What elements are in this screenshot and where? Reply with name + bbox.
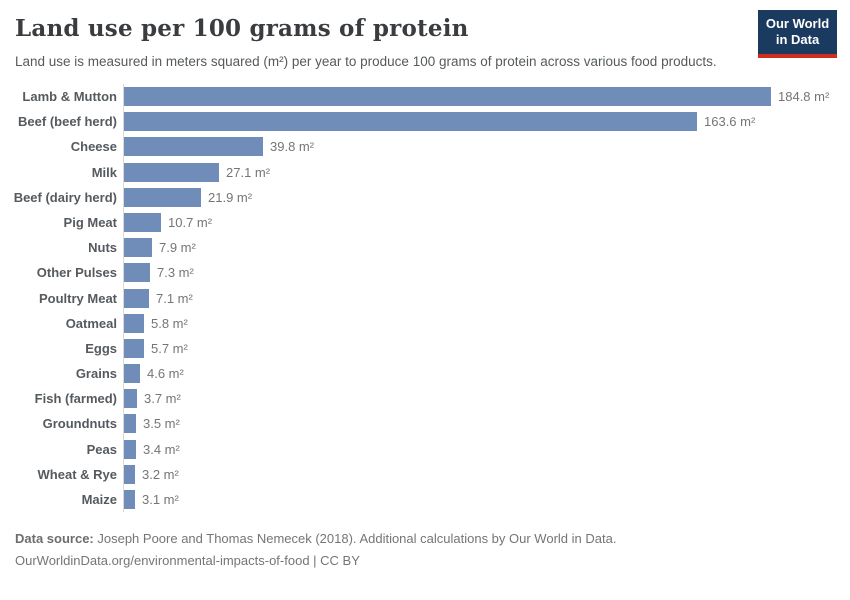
bar[interactable]	[124, 288, 149, 308]
bar-chart: Lamb & Mutton 184.8 m² Beef (beef herd) …	[0, 83, 850, 513]
chart-row: Nuts 7.9 m²	[0, 235, 850, 261]
chart-row: Fish (farmed) 3.7 m²	[0, 386, 850, 412]
category-label: Cheese	[70, 139, 117, 155]
chart-header: Land use per 100 grams of protein Land u…	[0, 0, 850, 73]
category-label: Oatmeal	[65, 315, 117, 331]
bar-value-label: 21.9 m²	[208, 189, 253, 205]
bar[interactable]	[124, 439, 136, 459]
bar[interactable]	[124, 212, 161, 232]
category-label: Beef (beef herd)	[18, 114, 117, 130]
bar-value-label: 7.9 m²	[159, 240, 196, 256]
chart-row: Peas 3.4 m²	[0, 436, 850, 462]
bar-value-label: 27.1 m²	[226, 164, 271, 180]
bar-track: 7.3 m²	[123, 260, 850, 286]
category-label: Wheat & Rye	[37, 466, 117, 482]
bar-track: 21.9 m²	[123, 184, 850, 210]
bar-value-label: 4.6 m²	[147, 366, 184, 382]
owid-logo-line1: Our World	[765, 16, 830, 31]
category-label: Milk	[91, 164, 117, 180]
chart-row: Groundnuts 3.5 m²	[0, 411, 850, 437]
chart-row: Wheat & Rye 3.2 m²	[0, 461, 850, 487]
bar-track: 7.1 m²	[123, 285, 850, 311]
data-source-label: Data source:	[15, 531, 94, 547]
bar[interactable]	[124, 87, 771, 107]
chart-row: Beef (beef herd) 163.6 m²	[0, 109, 850, 135]
chart-subtitle: Land use is measured in meters squared (…	[15, 54, 717, 69]
chart-row: Maize 3.1 m²	[0, 486, 850, 513]
bar-track: 184.8 m²	[123, 83, 850, 110]
data-source-line: Data source: Joseph Poore and Thomas Nem…	[15, 528, 835, 550]
data-source-text: Joseph Poore and Thomas Nemecek (2018). …	[93, 531, 617, 547]
chart-row: Beef (dairy herd) 21.9 m²	[0, 184, 850, 210]
bar-value-label: 3.5 m²	[143, 416, 180, 432]
chart-row: Lamb & Mutton 184.8 m²	[0, 83, 850, 110]
chart-row: Grains 4.6 m²	[0, 360, 850, 387]
category-label: Pig Meat	[63, 214, 117, 230]
bar[interactable]	[124, 464, 135, 484]
bar-track: 7.9 m²	[123, 235, 850, 261]
bar[interactable]	[124, 490, 135, 510]
bar[interactable]	[124, 313, 144, 333]
bar[interactable]	[124, 238, 152, 258]
owid-logo-line2: in Data	[775, 32, 820, 48]
owid-url-link[interactable]: OurWorldinData.org/environmental-impacts…	[15, 553, 360, 569]
chart-row: Eggs 5.7 m²	[0, 335, 850, 361]
category-label: Maize	[81, 492, 117, 508]
bar[interactable]	[124, 389, 137, 409]
bar-track: 3.5 m²	[123, 411, 850, 437]
bar[interactable]	[124, 112, 697, 132]
bar-value-label: 3.1 m²	[142, 492, 179, 508]
chart-footer: Data source: Joseph Poore and Thomas Nem…	[0, 512, 850, 573]
owid-logo[interactable]: Our World in Data	[758, 10, 837, 58]
bar-value-label: 3.2 m²	[142, 466, 179, 482]
bar-track: 3.2 m²	[123, 461, 850, 487]
bar-value-label: 5.7 m²	[151, 340, 188, 356]
page-title: Land use per 100 grams of protein	[15, 15, 469, 42]
bar[interactable]	[124, 364, 140, 384]
bar-value-label: 39.8 m²	[270, 139, 315, 155]
chart-row: Cheese 39.8 m²	[0, 134, 850, 160]
bar-track: 4.6 m²	[123, 360, 850, 387]
bar[interactable]	[124, 187, 201, 207]
category-label: Grains	[75, 366, 117, 382]
bar-track: 3.4 m²	[123, 436, 850, 462]
bar[interactable]	[124, 137, 263, 157]
bar[interactable]	[124, 263, 150, 283]
bar[interactable]	[124, 414, 136, 434]
bar-value-label: 5.8 m²	[151, 315, 188, 331]
category-label: Peas	[86, 441, 117, 457]
chart-row: Milk 27.1 m²	[0, 159, 850, 185]
bar-value-label: 7.3 m²	[157, 265, 194, 281]
chart-row: Poultry Meat 7.1 m²	[0, 285, 850, 311]
bar-track: 27.1 m²	[123, 159, 850, 185]
category-label: Eggs	[85, 340, 117, 356]
bar-value-label: 7.1 m²	[156, 290, 193, 306]
bar-value-label: 184.8 m²	[778, 89, 830, 105]
bar[interactable]	[124, 162, 219, 182]
bar-track: 5.8 m²	[123, 310, 850, 336]
category-label: Fish (farmed)	[34, 391, 117, 407]
bar-track: 5.7 m²	[123, 335, 850, 361]
category-label: Nuts	[88, 240, 117, 256]
bar-track: 3.7 m²	[123, 386, 850, 412]
bar-value-label: 163.6 m²	[704, 114, 756, 130]
bar[interactable]	[124, 338, 144, 358]
chart-row: Pig Meat 10.7 m²	[0, 209, 850, 236]
category-label: Other Pulses	[36, 265, 117, 281]
bar-value-label: 10.7 m²	[168, 214, 213, 230]
bar-track: 10.7 m²	[123, 209, 850, 236]
bar-track: 163.6 m²	[123, 109, 850, 135]
category-label: Lamb & Mutton	[22, 89, 117, 105]
category-label: Poultry Meat	[38, 290, 117, 306]
category-label: Beef (dairy herd)	[13, 189, 117, 205]
category-label: Groundnuts	[42, 416, 117, 432]
bar-track: 39.8 m²	[123, 134, 850, 160]
chart-row: Oatmeal 5.8 m²	[0, 310, 850, 336]
bar-value-label: 3.4 m²	[143, 441, 180, 457]
chart-row: Other Pulses 7.3 m²	[0, 260, 850, 286]
bar-track: 3.1 m²	[123, 486, 850, 513]
bar-value-label: 3.7 m²	[144, 391, 181, 407]
